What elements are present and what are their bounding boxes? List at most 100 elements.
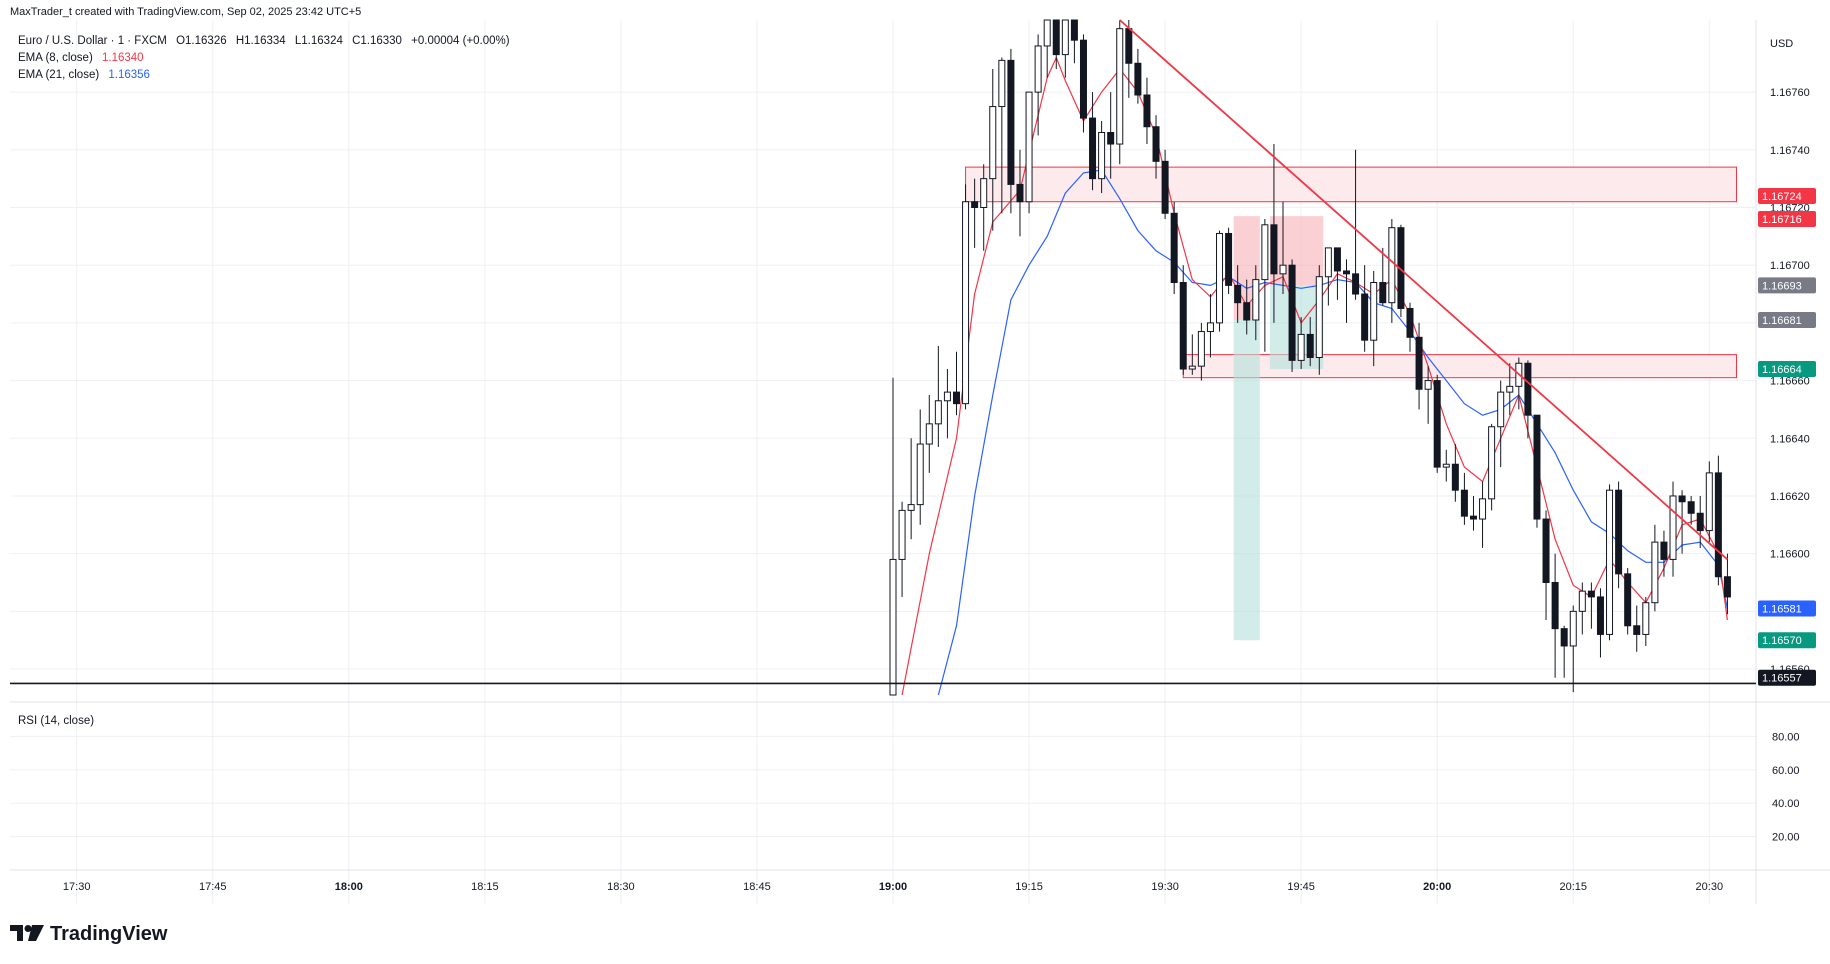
candle-body [1533, 414, 1541, 520]
price-badge-label: 1.16693 [1762, 280, 1802, 292]
price-badge-label: 1.16581 [1762, 603, 1802, 615]
candle-body [1070, 19, 1078, 41]
candle-body [1134, 62, 1142, 96]
candle-body [1370, 282, 1378, 341]
candles [889, 19, 1731, 696]
candle-body [1261, 224, 1269, 281]
price-tick-label: 1.16740 [1770, 145, 1810, 157]
candle-body [1424, 380, 1432, 390]
axes: USD1.167601.167401.167201.167001.166801.… [63, 38, 1816, 893]
ohlc-close: C1.16330 [352, 35, 402, 47]
candle-body [1714, 472, 1722, 578]
candle-body [1333, 247, 1341, 272]
candle-body [1596, 596, 1604, 635]
candle-body [1152, 126, 1160, 162]
rsi-tick-label: 80.00 [1772, 731, 1800, 743]
rsi-tick-label: 40.00 [1772, 798, 1800, 810]
candle-body [1687, 501, 1695, 514]
time-tick-label: 20:30 [1696, 881, 1724, 893]
candle-body [1624, 573, 1632, 627]
position-stop-area [1269, 216, 1324, 286]
price-tick-label: 1.16660 [1770, 376, 1810, 388]
time-tick-label: 19:00 [879, 881, 907, 893]
candle-body [1388, 227, 1396, 304]
candle-body [934, 400, 942, 425]
price-badge [1758, 312, 1816, 328]
candle-body [971, 201, 979, 209]
candle-body [1660, 541, 1668, 560]
time-tick-label: 18:00 [335, 881, 363, 893]
candle-body [1043, 19, 1051, 47]
rsi-label[interactable]: RSI (14, close) [18, 715, 95, 727]
price-badge [1758, 277, 1816, 294]
candle-body [1188, 365, 1196, 370]
trendline [1119, 19, 1729, 561]
candle-body [1107, 132, 1115, 145]
candle-body [1143, 94, 1151, 128]
candle-body [1696, 512, 1704, 532]
price-badge [1758, 361, 1816, 378]
candle-body [1234, 284, 1242, 304]
candle-body [943, 391, 951, 402]
time-tick-label: 20:15 [1559, 881, 1587, 893]
price-badge-label: 1.16570 [1762, 635, 1802, 647]
legend-ema8[interactable]: EMA (8, close) 1.16340 [18, 52, 150, 64]
price-badge-label: 1.16557 [1762, 673, 1802, 685]
ohlc-low: L1.16324 [294, 35, 343, 47]
candle-body [1615, 489, 1623, 575]
candle-body [980, 178, 988, 208]
candle-body [1197, 331, 1205, 367]
attribution-header: MaxTrader_t created with TradingView.com… [10, 6, 362, 18]
candle-body [1705, 472, 1713, 532]
time-tick-label: 19:45 [1287, 881, 1315, 893]
candle-body [1469, 515, 1477, 520]
price-badge [1758, 211, 1816, 228]
candle-body [1206, 322, 1214, 333]
supply-zone [965, 166, 1738, 203]
candle-body [1442, 463, 1450, 468]
candle-body [1343, 270, 1350, 275]
time-tick-label: 18:45 [743, 881, 771, 893]
candle-body [1016, 183, 1024, 203]
rsi-tick-label: 20.00 [1772, 832, 1800, 844]
candle-body [1497, 391, 1505, 428]
candle-body [1460, 489, 1468, 517]
price-badge-label: 1.16716 [1762, 214, 1802, 226]
candle-body [1415, 336, 1423, 390]
candle-body [1161, 160, 1169, 214]
time-tick-label: 17:45 [199, 881, 227, 893]
tradingview-logo[interactable]: TradingView [10, 922, 167, 946]
candle-body [1315, 276, 1323, 359]
overlays [10, 19, 1756, 685]
ema8-value: 1.16340 [101, 52, 144, 64]
supply-zone [1182, 354, 1738, 379]
candle-body [1125, 28, 1133, 64]
candle-body [1578, 590, 1586, 612]
candle-body [1052, 19, 1060, 56]
candle-body [1352, 273, 1360, 295]
price-badge [1758, 669, 1816, 686]
candle-body [1243, 302, 1251, 321]
candle-body [1633, 625, 1641, 635]
brand-name: TradingView [50, 922, 168, 945]
legend-ema21[interactable]: EMA (21, close) 1.16356 [18, 69, 156, 81]
candle-body [1089, 117, 1097, 180]
candle-body [1379, 282, 1387, 304]
candle-body [1098, 132, 1106, 180]
candle-body [1007, 59, 1015, 185]
candle-body [1306, 333, 1314, 358]
price-badge-label: 1.16681 [1762, 315, 1802, 327]
candle-body [1116, 28, 1124, 145]
candle-body [1170, 212, 1178, 283]
price-tick-label: 1.16620 [1770, 491, 1810, 503]
candle-body [1406, 307, 1414, 338]
candle-body [1642, 602, 1650, 635]
candle-body [1560, 628, 1568, 647]
candle-body [1651, 541, 1659, 604]
ohlc-open: O1.16326 [176, 35, 227, 47]
candle-body [1542, 518, 1550, 583]
candle-body [1025, 91, 1033, 203]
candle-body [1297, 333, 1305, 361]
candle-body [989, 106, 997, 180]
